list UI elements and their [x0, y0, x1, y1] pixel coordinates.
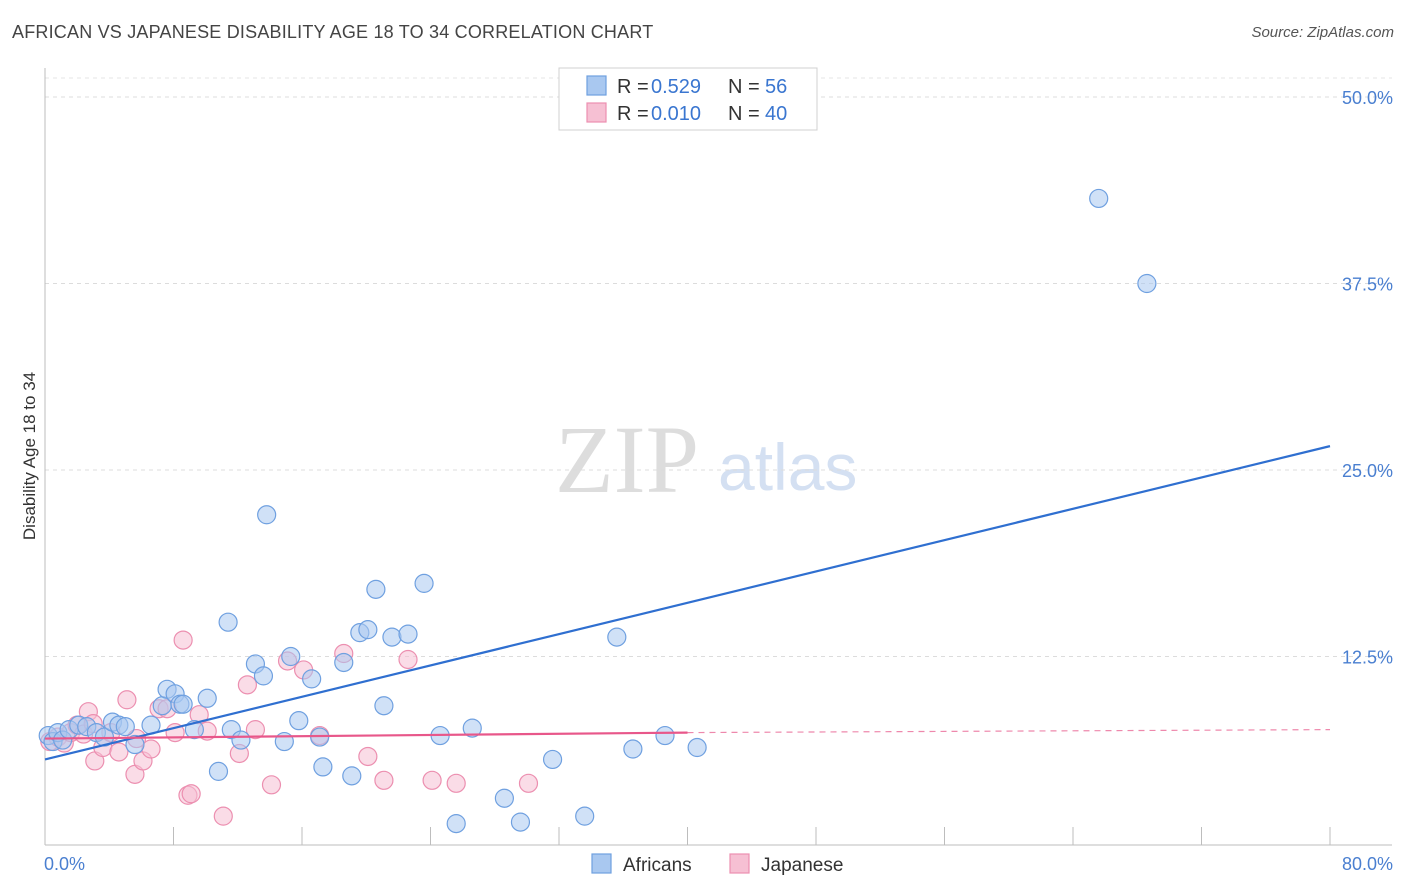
- watermark-atlas: atlas: [718, 430, 857, 504]
- y-tick-label-0: 12.5%: [1342, 648, 1393, 668]
- watermark-zip: ZIP: [555, 406, 699, 513]
- africans-point-51: [623, 739, 643, 759]
- y-tick-label-2: 37.5%: [1342, 275, 1393, 295]
- grid: [45, 77, 1392, 657]
- japanese-point-28: [245, 720, 266, 740]
- tick-labels: 12.5% 25.0% 37.5% 50.0% 0.0% 80.0%: [44, 88, 1393, 874]
- africans-point-42: [414, 573, 434, 593]
- watermark: ZIP atlas: [555, 406, 857, 513]
- africans-point-34: [334, 652, 354, 673]
- legend: R = 0.529 N = 56 R = 0.010 N = 40: [558, 67, 818, 131]
- legend-n-value-japanese: 40: [765, 103, 787, 125]
- africans-point-38: [366, 579, 386, 599]
- japanese-trend-extension: [687, 729, 1331, 734]
- y-tick-label-1: 25.0%: [1342, 461, 1393, 481]
- y-axis-title: Disability Age 18 to 34: [20, 372, 39, 540]
- x-tick-label-1: 80.0%: [1342, 854, 1393, 874]
- africans-point-12: [125, 734, 145, 755]
- japanese-point-11: [109, 742, 129, 762]
- africans-point-44: [446, 814, 466, 834]
- africans-point-39: [374, 696, 394, 716]
- africans-point-41: [398, 624, 418, 644]
- africans-trend-line: [44, 445, 1331, 761]
- africans-point-20: [197, 688, 217, 708]
- japanese-point-34: [358, 746, 378, 767]
- bottom-legend-africans: Africans: [623, 855, 692, 876]
- africans-point-40: [382, 627, 402, 647]
- japanese-trend-line: [44, 731, 688, 740]
- bottom-legend: Africans Japanese: [591, 853, 843, 876]
- trend-lines: [44, 445, 1331, 761]
- bottom-legend-swatch-africans: [591, 853, 612, 874]
- africans-point-35: [342, 766, 362, 786]
- bottom-legend-japanese: Japanese: [761, 855, 843, 876]
- japanese-point-22: [181, 784, 201, 804]
- japanese-point-37: [422, 770, 442, 790]
- africans-point-50: [607, 627, 627, 647]
- africans-points: [38, 188, 1157, 834]
- chart-title: AFRICAN VS JAPANESE DISABILITY AGE 18 TO…: [12, 22, 654, 42]
- africans-point-22: [218, 612, 238, 632]
- japanese-point-39: [518, 773, 539, 793]
- africans-point-30: [289, 711, 309, 731]
- japanese-point-36: [398, 649, 418, 670]
- japanese-point-29: [261, 775, 282, 795]
- africans-point-24: [231, 730, 251, 750]
- africans-point-37: [358, 620, 378, 640]
- bottom-legend-swatch-japanese: [729, 853, 750, 874]
- legend-r-label-africans: R =: [617, 76, 649, 98]
- africans-point-27: [257, 505, 277, 525]
- africans-point-29: [281, 646, 301, 667]
- africans-point-52: [655, 725, 675, 746]
- africans-point-54: [1089, 188, 1109, 209]
- africans-point-55: [1137, 273, 1157, 294]
- africans-point-31: [302, 669, 322, 689]
- legend-swatch-japanese: [586, 102, 607, 123]
- africans-point-53: [687, 737, 707, 758]
- japanese-point-16: [141, 739, 161, 759]
- legend-r-value-africans: 0.529: [651, 76, 701, 98]
- legend-n-label-japanese: N =: [728, 103, 760, 125]
- axes: [44, 68, 1392, 846]
- legend-n-value-africans: 56: [765, 76, 787, 98]
- africans-point-26: [253, 666, 274, 686]
- africans-point-45: [462, 718, 482, 738]
- x-tick-label-0: 0.0%: [44, 854, 85, 874]
- legend-r-label-japanese: R =: [617, 103, 649, 125]
- africans-point-48: [542, 749, 563, 770]
- y-tick-label-3: 50.0%: [1342, 88, 1393, 108]
- source-label: Source: ZipAtlas.com: [1251, 24, 1394, 41]
- africans-point-21: [208, 761, 229, 781]
- japanese-point-35: [374, 770, 394, 790]
- japanese-point-12: [117, 690, 137, 710]
- japanese-point-25: [213, 806, 233, 826]
- legend-n-label-africans: N =: [728, 76, 760, 98]
- japanese-point-20: [173, 630, 193, 650]
- africans-point-11: [115, 717, 135, 737]
- africans-point-47: [510, 812, 531, 832]
- africans-point-18: [173, 694, 193, 714]
- legend-r-value-japanese: 0.010: [651, 103, 701, 125]
- africans-point-49: [575, 806, 595, 826]
- legend-swatch-africans: [586, 75, 607, 96]
- africans-point-33: [313, 757, 333, 777]
- japanese-point-38: [446, 773, 466, 793]
- japanese-point-27: [237, 675, 257, 695]
- africans-point-46: [494, 788, 514, 808]
